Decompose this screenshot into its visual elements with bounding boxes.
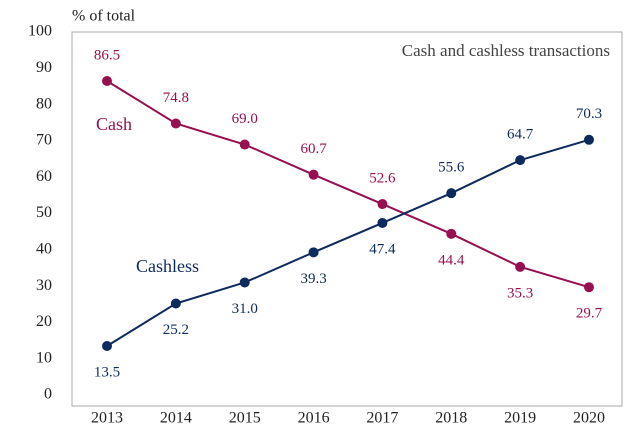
- point: [377, 217, 388, 228]
- y-axis-label: % of total: [72, 8, 136, 25]
- point: [584, 282, 594, 293]
- point: [584, 134, 594, 145]
- x-tick-label: 2014: [160, 410, 192, 427]
- y-tick-label: 50: [36, 204, 52, 221]
- line: [106, 138, 590, 347]
- plot-frame: [71, 31, 623, 407]
- data-label: 13.5: [94, 364, 120, 380]
- point: [446, 188, 457, 199]
- data-label: 31.0: [232, 301, 258, 317]
- line: [106, 80, 590, 289]
- point: [308, 169, 319, 180]
- data-label: 52.6: [369, 170, 396, 186]
- point: [239, 139, 250, 150]
- point: [308, 247, 319, 258]
- data-label: 47.4: [369, 241, 396, 257]
- x-tick-label: 2013: [91, 410, 123, 427]
- x-tick-label: 2020: [573, 410, 605, 427]
- x-tick-label: 2015: [229, 410, 261, 427]
- y-tick-label: 60: [36, 168, 52, 185]
- y-tick-label: 30: [36, 277, 52, 294]
- data-label: 44.4: [438, 252, 465, 268]
- data-label: 35.3: [507, 285, 533, 301]
- series-label: Cashless: [136, 256, 199, 276]
- y-tick-label: 80: [36, 95, 52, 112]
- data-label: 60.7: [300, 141, 327, 157]
- point: [515, 261, 526, 272]
- x-tick-label: 2017: [366, 410, 398, 427]
- y-tick-label: 90: [36, 59, 52, 76]
- x-tick-label: 2018: [435, 410, 467, 427]
- y-tick-label: 20: [36, 313, 52, 330]
- point: [102, 76, 112, 87]
- series-label: Cash: [96, 114, 132, 134]
- data-label: 64.7: [507, 127, 534, 143]
- point: [170, 118, 181, 129]
- data-label: 69.0: [232, 111, 258, 127]
- x-tick-label: 2019: [504, 410, 536, 427]
- data-label: 25.2: [163, 322, 189, 338]
- y-tick-label: 40: [36, 240, 52, 257]
- y-tick-label: 10: [36, 349, 52, 366]
- point: [170, 298, 181, 309]
- chart-title: Cash and cashless transactions: [402, 41, 610, 60]
- point: [102, 340, 112, 351]
- point: [239, 277, 250, 288]
- point: [515, 155, 526, 166]
- data-label: 29.7: [576, 306, 603, 322]
- x-tick-label: 2016: [298, 410, 330, 427]
- data-label: 70.3: [576, 106, 602, 122]
- data-label: 74.8: [163, 90, 189, 106]
- data-label: 86.5: [94, 47, 120, 63]
- data-label: 39.3: [300, 271, 326, 287]
- y-tick-label: 100: [28, 23, 52, 40]
- y-tick-label: 0: [44, 386, 52, 403]
- data-label: 55.6: [438, 160, 465, 176]
- point: [446, 228, 457, 239]
- y-tick-label: 70: [36, 132, 52, 149]
- point: [377, 199, 388, 210]
